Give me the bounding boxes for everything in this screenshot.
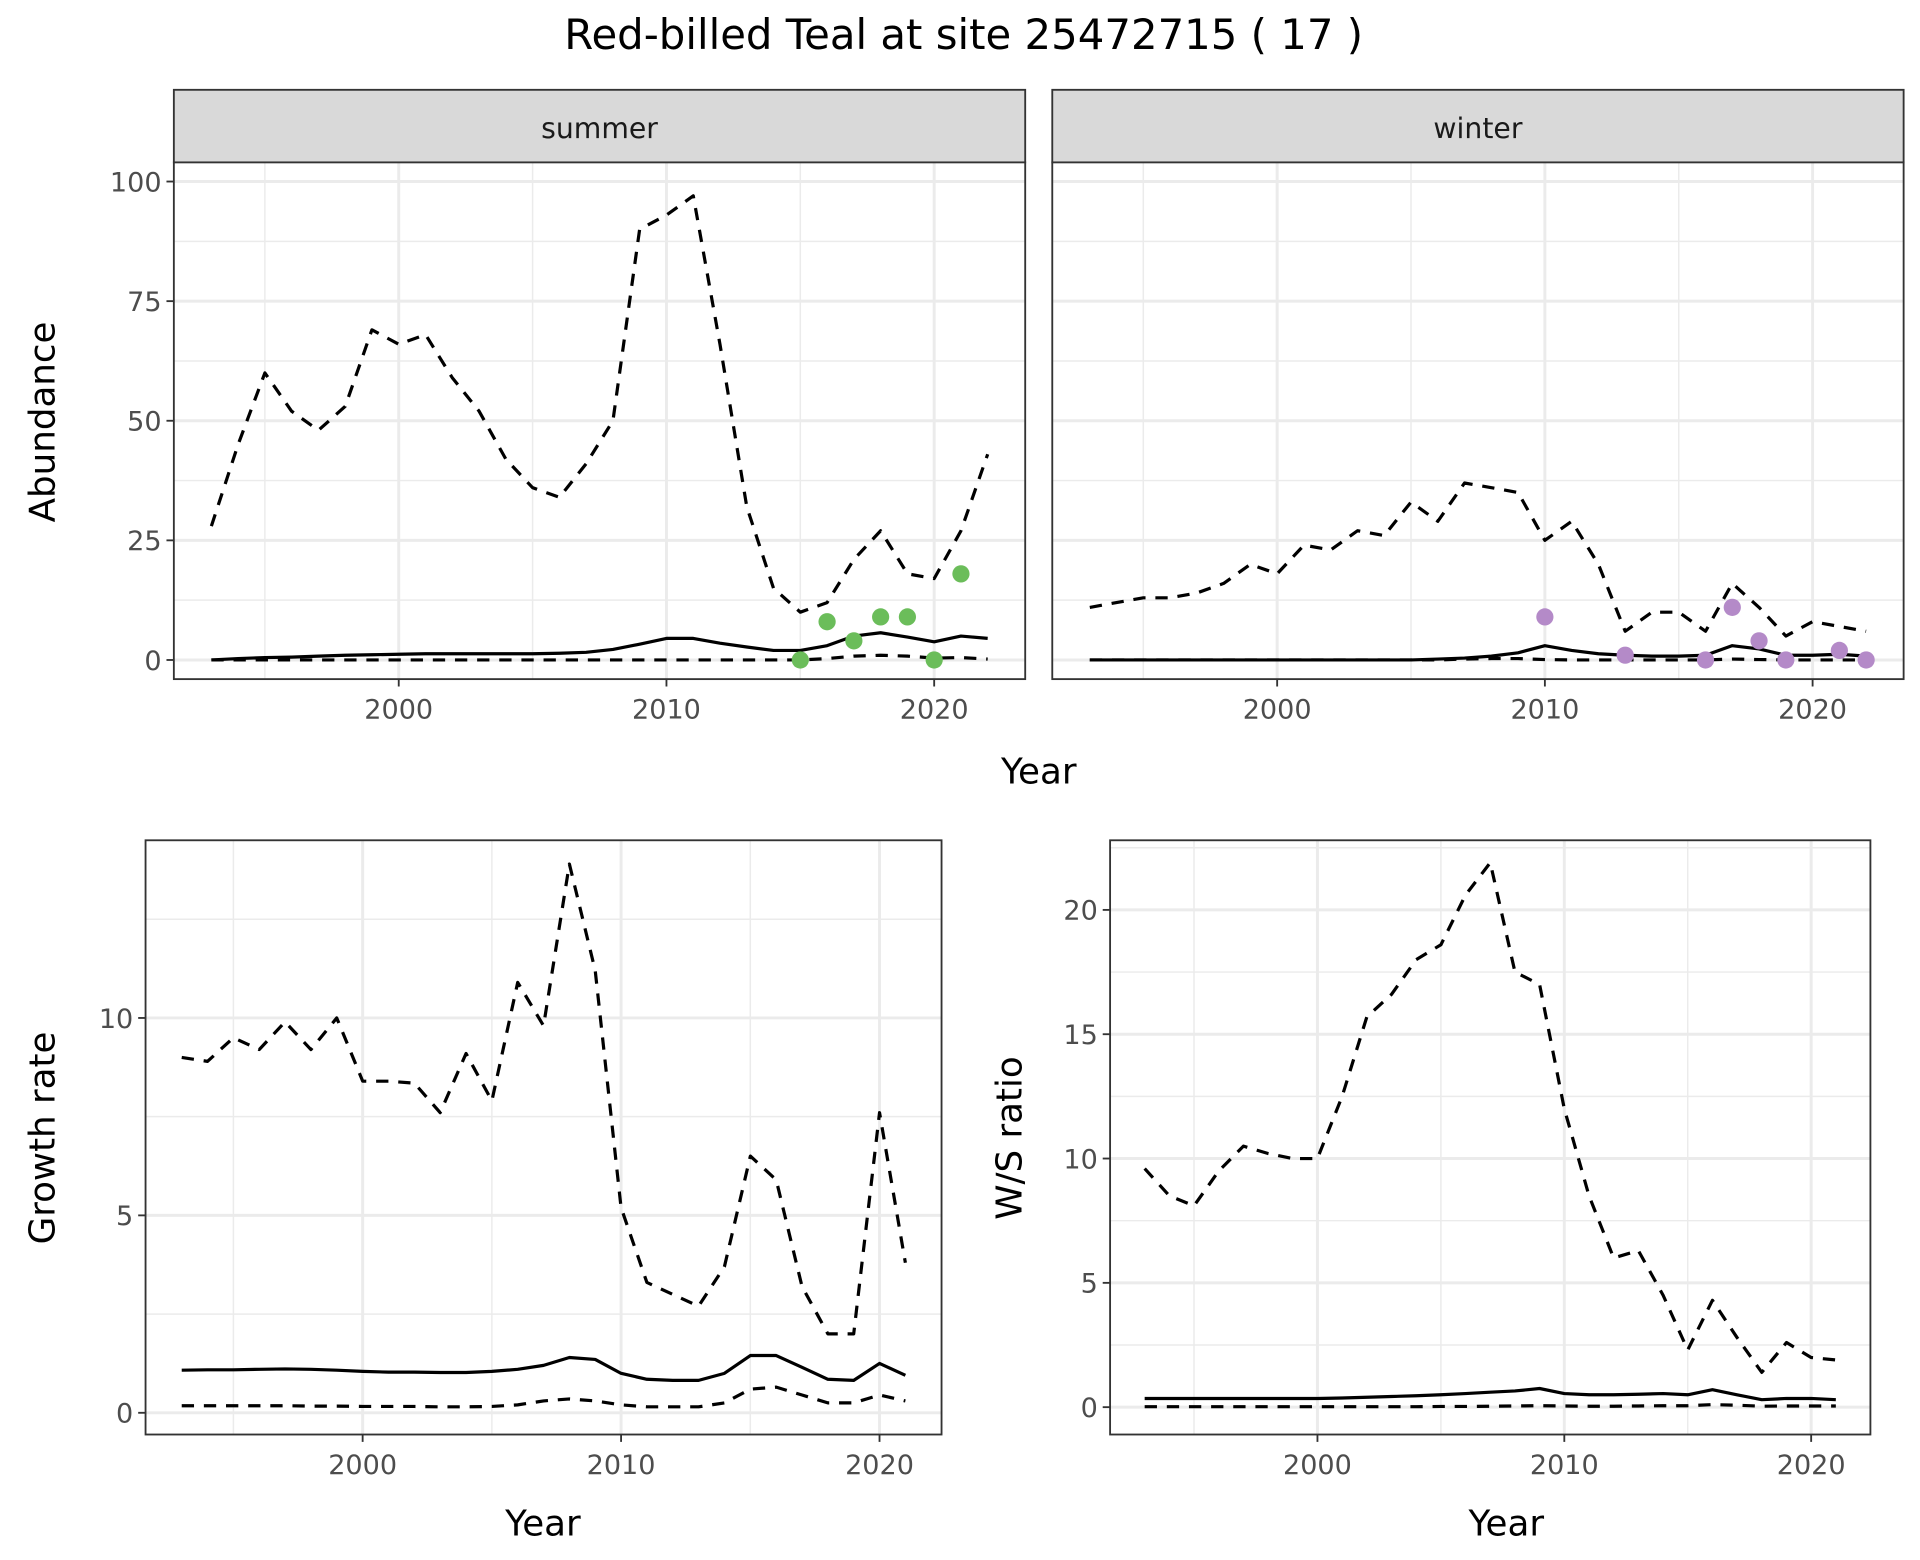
observation-point bbox=[1750, 632, 1768, 650]
x-tick-label: 2000 bbox=[1243, 694, 1312, 725]
y-tick-label: 100 bbox=[110, 167, 162, 198]
y-tick-label: 0 bbox=[1081, 1393, 1098, 1424]
observation-point bbox=[1830, 641, 1848, 660]
observation-point bbox=[925, 651, 943, 669]
strip-label-winter: winter bbox=[1433, 112, 1522, 145]
series-lower-line bbox=[1089, 656, 1867, 662]
panel-summer: 2000 2010 2020 0 25 50 75 100 bbox=[110, 161, 1027, 725]
panel-border bbox=[1051, 161, 1905, 681]
series-upper-line bbox=[1089, 481, 1867, 638]
y-tick-label: 25 bbox=[127, 526, 161, 557]
series-lower-line bbox=[1144, 1403, 1836, 1409]
series-mean-line bbox=[1089, 644, 1867, 662]
strip-summer: summer bbox=[172, 88, 1027, 164]
y-tick-label: 10 bbox=[99, 1004, 133, 1035]
series-upper-line bbox=[209, 194, 990, 614]
x-tick-label: 2010 bbox=[632, 694, 701, 725]
x-tick-label: 2020 bbox=[1778, 694, 1847, 725]
y-tick-label: 0 bbox=[144, 646, 161, 677]
y-tick-label: 20 bbox=[1063, 896, 1097, 927]
observation-point bbox=[1723, 598, 1741, 616]
panel-border bbox=[1109, 839, 1872, 1436]
x-tick-label: 2020 bbox=[1777, 1450, 1846, 1481]
top-x-axis-title: Year bbox=[1000, 752, 1077, 793]
observation-point bbox=[845, 632, 863, 650]
x-tick-label: 2020 bbox=[900, 694, 969, 725]
strip-label-summer: summer bbox=[541, 112, 658, 145]
figure-title: Red-billed Teal at site 25472715 ( 17 ) bbox=[564, 10, 1363, 59]
growth-y-axis-title: Growth rate bbox=[23, 1032, 64, 1245]
panel-ws: 2000 2010 2020 0 5 10 15 20 bbox=[1063, 839, 1872, 1481]
y-tick-label: 5 bbox=[1081, 1269, 1098, 1300]
observation-point bbox=[872, 608, 890, 626]
panel-border bbox=[144, 839, 943, 1436]
x-tick-label: 2020 bbox=[845, 1450, 914, 1481]
observation-point bbox=[1616, 646, 1634, 664]
panel-winter: 2000 2010 2020 bbox=[1051, 161, 1905, 725]
x-tick-label: 2010 bbox=[1510, 694, 1579, 725]
growth-x-axis-title: Year bbox=[504, 1503, 581, 1544]
y-tick-label: 0 bbox=[116, 1399, 133, 1430]
series-lower-line bbox=[211, 653, 988, 662]
x-tick-label: 2010 bbox=[587, 1450, 656, 1481]
observation-point bbox=[898, 608, 917, 626]
y-tick-label: 15 bbox=[1063, 1020, 1097, 1051]
series-lower-line bbox=[181, 1385, 906, 1409]
x-tick-label: 2000 bbox=[328, 1450, 397, 1481]
observation-point bbox=[1696, 651, 1715, 669]
series-mean-line bbox=[1144, 1386, 1836, 1402]
observation-point bbox=[1777, 651, 1795, 669]
observation-point bbox=[1536, 608, 1554, 626]
observation-point bbox=[952, 565, 970, 583]
panel-growth: 2000 2010 2020 0 5 10 bbox=[99, 839, 943, 1481]
observation-point bbox=[818, 613, 836, 631]
series-upper-line bbox=[1143, 861, 1836, 1374]
series-upper-line bbox=[181, 862, 907, 1336]
panel-border bbox=[172, 161, 1027, 681]
observation-point bbox=[1857, 651, 1875, 669]
y-tick-label: 5 bbox=[116, 1201, 133, 1232]
ws-y-axis-title: W/S ratio bbox=[990, 1056, 1031, 1219]
y-tick-label: 50 bbox=[127, 407, 161, 438]
x-tick-label: 2000 bbox=[1283, 1450, 1352, 1481]
ws-x-axis-title: Year bbox=[1467, 1503, 1544, 1544]
x-tick-label: 2010 bbox=[1530, 1450, 1599, 1481]
series-mean-line bbox=[181, 1353, 907, 1382]
top-y-axis-title: Abundance bbox=[23, 322, 64, 523]
observation-point bbox=[791, 651, 809, 669]
x-tick-label: 2000 bbox=[364, 694, 433, 725]
strip-winter: winter bbox=[1051, 88, 1905, 164]
y-tick-label: 10 bbox=[1063, 1144, 1097, 1175]
y-tick-label: 75 bbox=[127, 287, 161, 318]
